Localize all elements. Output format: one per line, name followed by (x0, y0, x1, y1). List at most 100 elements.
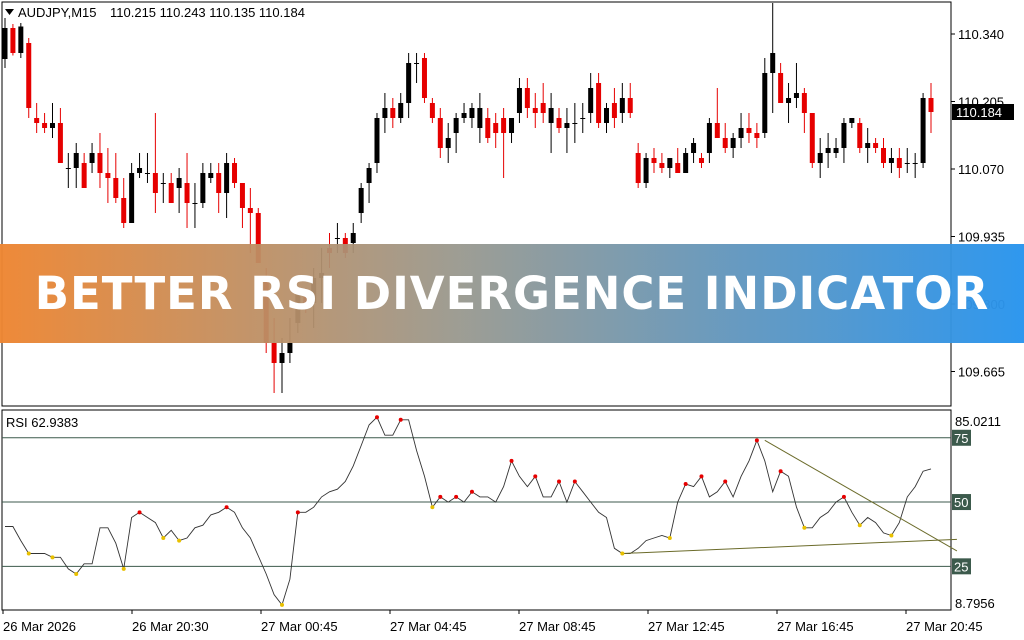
candle-body (809, 113, 815, 163)
candle-body (627, 98, 633, 113)
symbol-dropdown-icon[interactable] (5, 9, 14, 15)
time-tick-label: 26 Mar 2026 (3, 619, 76, 634)
rsi-peak-marker (224, 505, 229, 510)
rsi-peak-marker (374, 415, 379, 420)
candle-body (414, 63, 420, 64)
candle (42, 113, 48, 133)
candle-body (200, 173, 206, 203)
candle-body (524, 88, 530, 108)
candle-body (659, 163, 665, 168)
candle (516, 78, 522, 123)
rsi-level-label: 25 (954, 559, 968, 574)
candle (706, 118, 712, 163)
candle-body (635, 153, 641, 183)
candle-body (49, 123, 55, 128)
candle (137, 153, 143, 178)
candle (659, 153, 665, 173)
divergence-line (622, 538, 957, 554)
rsi-peak-marker (454, 494, 459, 499)
candle (722, 123, 728, 153)
candle-body (224, 163, 230, 193)
candle (888, 148, 894, 173)
candle (358, 183, 364, 223)
candle-body (754, 133, 760, 138)
rsi-trough-marker (857, 523, 862, 528)
candle (200, 163, 206, 208)
candle-body (675, 163, 681, 173)
candle (26, 38, 32, 118)
rsi-level-box (952, 429, 971, 446)
candle-body (888, 158, 894, 163)
candle-body (801, 93, 807, 113)
candle-body (588, 88, 594, 113)
candle (493, 113, 499, 148)
candle (437, 108, 443, 158)
candle-body (216, 173, 222, 193)
candle (216, 163, 222, 213)
candle (849, 118, 855, 128)
candle (469, 103, 475, 128)
candle-body (239, 183, 245, 208)
rsi-peak-marker (509, 458, 514, 463)
candle (429, 98, 435, 123)
candle-body (152, 173, 158, 193)
rsi-trough-marker (26, 551, 31, 556)
candle (366, 163, 372, 203)
candle-body (778, 73, 784, 103)
time-tick-label: 27 Mar 16:45 (777, 619, 854, 634)
rsi-peak-marker (683, 482, 688, 487)
candle-body (580, 118, 586, 119)
candle (160, 173, 166, 203)
candle-body (722, 138, 728, 148)
candle (865, 128, 871, 163)
rsi-peak-marker (398, 417, 403, 422)
candle (730, 133, 736, 158)
candle-body (57, 123, 63, 163)
candle-body (817, 153, 823, 163)
rsi-trough-marker (74, 572, 79, 577)
candle-body (596, 83, 602, 123)
candle-body (786, 98, 792, 103)
candle (873, 138, 879, 153)
candle-body (255, 213, 261, 263)
candle-body (572, 123, 578, 124)
candle (532, 93, 538, 128)
rsi-peak-marker (137, 510, 142, 515)
candle (18, 23, 24, 58)
candle (683, 148, 689, 173)
candle-body (334, 238, 340, 239)
candle (698, 153, 704, 168)
candle-body (121, 198, 127, 223)
candle-body (738, 128, 744, 138)
candle (675, 148, 681, 173)
candle-body (793, 93, 799, 98)
candle (627, 83, 633, 118)
candle (572, 103, 578, 143)
candle-body (920, 98, 926, 163)
candle-body (825, 148, 831, 153)
candle-body (865, 143, 871, 148)
candle (501, 108, 507, 178)
candle (121, 178, 127, 228)
rsi-min-label: 8.7956 (955, 596, 995, 611)
candle-body (184, 183, 190, 203)
candle (833, 138, 839, 158)
candle-body (176, 178, 182, 188)
time-tick-label: 27 Mar 04:45 (390, 619, 467, 634)
candle-body (73, 153, 79, 168)
candle (421, 53, 427, 103)
candle-body (42, 123, 48, 128)
candle-body (611, 103, 617, 118)
candle-body (382, 108, 388, 118)
candle (232, 158, 238, 188)
candle-body (604, 108, 610, 123)
candle-body (358, 188, 364, 213)
candle (485, 108, 491, 143)
rsi-trough-marker (667, 536, 672, 541)
candle (73, 143, 79, 188)
candle-body (564, 123, 570, 128)
rsi-peak-marker (557, 479, 562, 484)
candle-body (556, 118, 562, 128)
rsi-peak-marker (533, 474, 538, 479)
candle-body (287, 343, 293, 353)
